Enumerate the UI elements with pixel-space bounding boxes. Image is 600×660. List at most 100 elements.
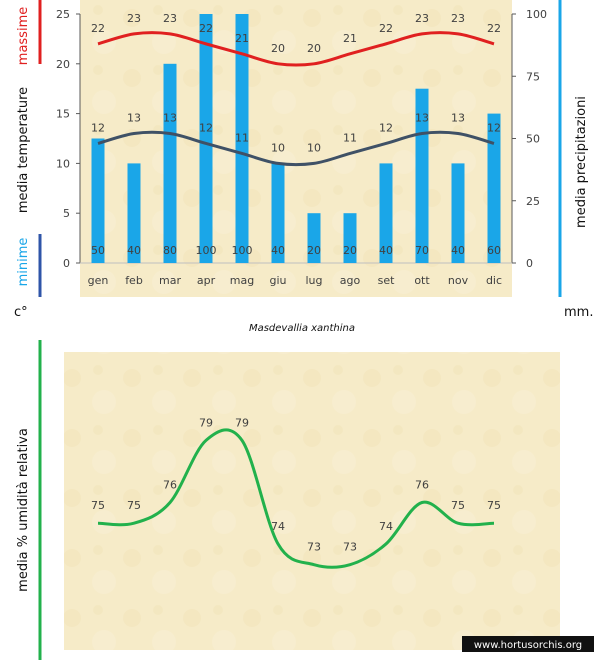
x-tick-label: giu bbox=[269, 274, 286, 287]
x-tick-label: ago bbox=[340, 274, 361, 287]
min-temp-label: 12 bbox=[487, 121, 501, 134]
max-temp-label: 20 bbox=[271, 42, 285, 55]
max-temp-label: 22 bbox=[199, 22, 213, 35]
y-tick-label: 10 bbox=[56, 157, 70, 170]
min-temp-label: 11 bbox=[235, 131, 249, 144]
data-labels: 22 23 23 22 21 20 20 21 22 23 23 22 12 13 13 12 11 10 10 11… bbox=[91, 12, 501, 257]
precip-label: 50 bbox=[91, 244, 105, 257]
max-temp-label: 22 bbox=[379, 22, 393, 35]
min-temp-label: 13 bbox=[127, 112, 141, 125]
max-temp-line bbox=[97, 31, 495, 67]
temperature-lines bbox=[97, 31, 495, 167]
max-temp-label: 23 bbox=[163, 12, 177, 25]
y-axis-title: media temperature bbox=[16, 87, 31, 213]
x-tick-label: feb bbox=[125, 274, 143, 287]
x-tick-label: mar bbox=[159, 274, 181, 287]
min-temp-label: 10 bbox=[307, 141, 321, 154]
unit-left: c° bbox=[14, 305, 28, 320]
humidity-chart: 75 75 76 79 79 74 73 73 74 76 75 75 bbox=[91, 416, 501, 569]
min-temp-label: 12 bbox=[199, 121, 213, 134]
precip-bar bbox=[379, 163, 393, 263]
precip-bar bbox=[307, 213, 321, 263]
min-temp-label: 11 bbox=[343, 131, 357, 144]
humidity-label: 79 bbox=[199, 416, 213, 429]
precip-bar bbox=[199, 14, 213, 263]
precip-bar bbox=[127, 163, 141, 263]
min-label: minime bbox=[16, 238, 31, 287]
y2-tick-label: 25 bbox=[526, 195, 540, 208]
humidity-label: 75 bbox=[91, 499, 105, 512]
max-temp-label: 21 bbox=[235, 32, 249, 45]
y-tick-label: 20 bbox=[56, 58, 70, 71]
max-temp-label: 23 bbox=[451, 12, 465, 25]
humidity-label: 75 bbox=[487, 499, 501, 512]
watermark: www.hortusorchis.org bbox=[474, 640, 582, 651]
precip-label: 40 bbox=[127, 244, 141, 257]
precip-bar bbox=[163, 63, 177, 263]
max-temp-label: 23 bbox=[127, 12, 141, 25]
precip-label: 40 bbox=[451, 244, 465, 257]
precip-label: 20 bbox=[307, 244, 321, 257]
max-temp-label: 20 bbox=[307, 42, 321, 55]
y-tick-label: 25 bbox=[56, 8, 70, 21]
y2-axis-title: media precipitazioni bbox=[574, 96, 589, 228]
x-tick-label: dic bbox=[486, 274, 502, 287]
x-tick-label: ott bbox=[414, 274, 430, 287]
min-temp-label: 13 bbox=[451, 112, 465, 125]
x-tick-label: lug bbox=[305, 274, 322, 287]
humidity-label: 73 bbox=[307, 541, 321, 554]
max-temp-label: 22 bbox=[91, 22, 105, 35]
min-temp-label: 10 bbox=[271, 141, 285, 154]
precip-bar bbox=[343, 213, 357, 263]
precip-label: 80 bbox=[163, 244, 177, 257]
humidity-line bbox=[97, 428, 495, 569]
min-temp-label: 13 bbox=[415, 112, 429, 125]
watermark-background bbox=[462, 636, 594, 652]
x-tick-label: gen bbox=[88, 274, 109, 287]
max-label: massime bbox=[16, 7, 31, 65]
humidity-label: 76 bbox=[415, 479, 429, 492]
precip-label: 100 bbox=[196, 244, 217, 257]
precip-label: 40 bbox=[271, 244, 285, 257]
precip-bar bbox=[451, 163, 465, 263]
unit-right: mm. bbox=[564, 305, 593, 320]
x-tick-label: mag bbox=[230, 274, 254, 287]
precip-label: 70 bbox=[415, 244, 429, 257]
precip-label: 20 bbox=[343, 244, 357, 257]
y2-tick-label: 75 bbox=[526, 70, 540, 83]
top-plot-background bbox=[80, 0, 512, 297]
humidity-label: 75 bbox=[127, 499, 141, 512]
precip-bar bbox=[235, 14, 249, 263]
y2-tick-label: 50 bbox=[526, 133, 540, 146]
humidity-label: 73 bbox=[343, 541, 357, 554]
precip-label: 100 bbox=[232, 244, 253, 257]
humidity-axis-title: media % umidità relativa bbox=[16, 428, 31, 592]
x-tick-label: set bbox=[378, 274, 395, 287]
x-tick-label: apr bbox=[197, 274, 216, 287]
max-temp-label: 23 bbox=[415, 12, 429, 25]
x-tick-label: nov bbox=[448, 274, 469, 287]
y-tick-label: 15 bbox=[56, 108, 70, 121]
precip-bar bbox=[487, 113, 501, 263]
max-temp-label: 22 bbox=[487, 22, 501, 35]
y2-tick-label: 0 bbox=[526, 257, 533, 270]
min-temp-line bbox=[97, 130, 495, 167]
max-temp-label: 21 bbox=[343, 32, 357, 45]
humidity-label: 76 bbox=[163, 479, 177, 492]
min-temp-label: 12 bbox=[91, 121, 105, 134]
humidity-label: 74 bbox=[271, 520, 285, 533]
min-temp-label: 12 bbox=[379, 121, 393, 134]
y2-tick-label: 100 bbox=[526, 8, 547, 21]
axes: 0 5 10 15 20 25 0 25 50 75 100 gen feb mar apr mag giu lu… bbox=[56, 8, 547, 287]
precip-bar bbox=[91, 138, 105, 263]
humidity-label: 75 bbox=[451, 499, 465, 512]
bottom-plot-background bbox=[64, 352, 560, 650]
humidity-label: 79 bbox=[235, 416, 249, 429]
y-tick-label: 5 bbox=[63, 207, 70, 220]
precip-label: 40 bbox=[379, 244, 393, 257]
humidity-label: 74 bbox=[379, 520, 393, 533]
chart-title: Masdevallia xanthina bbox=[249, 323, 355, 334]
precip-label: 60 bbox=[487, 244, 501, 257]
min-temp-label: 13 bbox=[163, 112, 177, 125]
